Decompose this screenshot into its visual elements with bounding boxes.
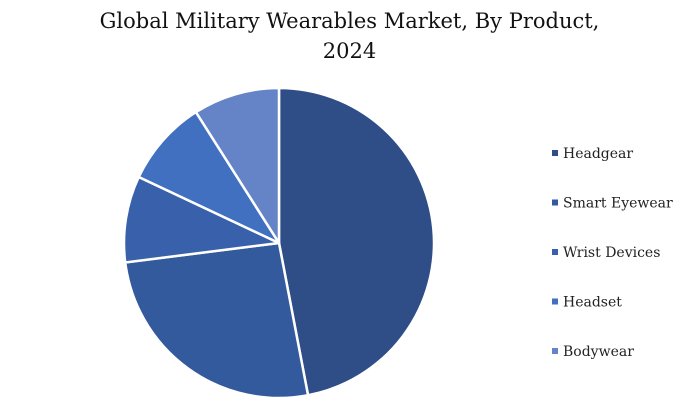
chart-title-line-1: Global Military Wearables Market, By Pro…	[99, 9, 600, 33]
pie-slice-headgear	[277, 86, 436, 397]
pie-slice-wrist-devices	[122, 175, 281, 264]
pie-slices	[122, 86, 436, 400]
legend-swatch-bodywear	[552, 348, 558, 354]
legend-item-smart-eyewear: Smart Eyewear	[552, 196, 673, 212]
legend-label-headgear: Headgear	[563, 146, 633, 162]
pie-slice-smart-eyewear	[123, 241, 310, 400]
chart-title: Global Military Wearables Market, By Pro…	[0, 6, 699, 66]
legend-item-headgear: Headgear	[552, 146, 633, 162]
legend-swatch-smart-eyewear	[552, 199, 558, 206]
legend-item-bodywear: Bodywear	[552, 344, 634, 360]
legend-item-headset: Headset	[552, 295, 622, 311]
legend-label-wrist-devices: Wrist Devices	[563, 245, 660, 261]
legend-label-headset: Headset	[563, 295, 622, 311]
chart-title-line-2: 2024	[322, 39, 377, 63]
legend-item-wrist-devices: Wrist Devices	[552, 245, 660, 261]
legend-swatch-wrist-devices	[552, 249, 558, 255]
legend-swatch-headset	[552, 298, 558, 305]
legend-swatch-headgear	[552, 150, 558, 156]
legend-label-bodywear: Bodywear	[563, 344, 634, 360]
pie-slice-bodywear	[194, 86, 281, 245]
legend: Headgear Smart Eyewear Wrist Devices Headse…	[552, 146, 673, 360]
legend-label-smart-eyewear: Smart Eyewear	[563, 196, 673, 212]
pie-slice-headset	[137, 110, 281, 245]
